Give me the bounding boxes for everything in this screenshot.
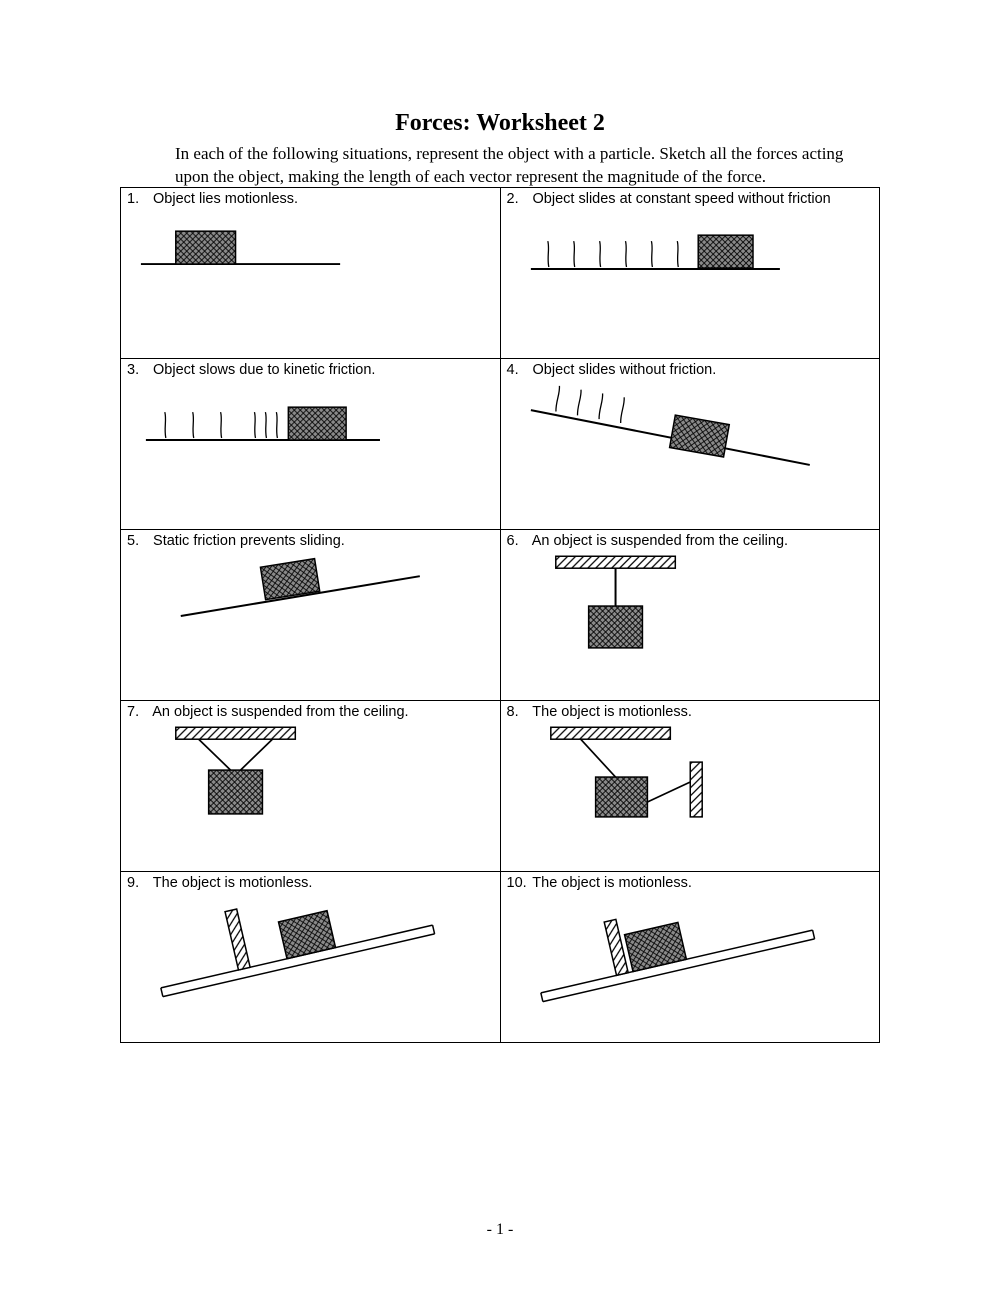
- question-cell: 7. An object is suspended from the ceili…: [121, 700, 501, 871]
- page-number: - 1 -: [0, 1221, 1000, 1239]
- question-header: 6. An object is suspended from the ceili…: [501, 530, 880, 551]
- diagram-d4: [501, 380, 880, 520]
- instructions-text: In each of the following situations, rep…: [175, 143, 880, 189]
- question-cell: 1. Object lies motionless.: [121, 187, 501, 358]
- diagram-d10: [501, 893, 880, 1033]
- question-text: Object slows due to kinetic friction.: [153, 362, 375, 378]
- question-header: 10. The object is motionless.: [501, 872, 880, 893]
- diagram-d2: [501, 209, 880, 349]
- question-text: Static friction prevents sliding.: [153, 533, 345, 549]
- question-header: 4. Object slides without friction.: [501, 359, 880, 380]
- worksheet-page: Forces: Worksheet 2 In each of the follo…: [0, 0, 1000, 1294]
- question-cell: 4. Object slides without friction.: [500, 358, 880, 529]
- question-number: 8.: [507, 704, 529, 720]
- question-cell: 3. Object slows due to kinetic friction.: [121, 358, 501, 529]
- question-number: 2.: [507, 191, 529, 207]
- question-number: 10.: [507, 875, 529, 891]
- question-cell: 6. An object is suspended from the ceili…: [500, 529, 880, 700]
- diagram-d3: [121, 380, 500, 520]
- diagram-d7: [121, 722, 500, 862]
- questions-table: 1. Object lies motionless. 2. Object sli…: [120, 187, 880, 1043]
- question-text: Object slides at constant speed without …: [533, 191, 831, 207]
- question-header: 3. Object slows due to kinetic friction.: [121, 359, 500, 380]
- question-cell: 2. Object slides at constant speed witho…: [500, 187, 880, 358]
- question-header: 2. Object slides at constant speed witho…: [501, 188, 880, 209]
- question-header: 8. The object is motionless.: [501, 701, 880, 722]
- question-header: 9. The object is motionless.: [121, 872, 500, 893]
- question-text: An object is suspended from the ceiling.: [152, 704, 408, 720]
- question-number: 9.: [127, 875, 149, 891]
- question-header: 7. An object is suspended from the ceili…: [121, 701, 500, 722]
- question-cell: 8. The object is motionless.: [500, 700, 880, 871]
- question-text: The object is motionless.: [532, 704, 692, 720]
- question-text: An object is suspended from the ceiling.: [532, 533, 788, 549]
- question-text: Object lies motionless.: [153, 191, 298, 207]
- diagram-d5: [121, 551, 500, 691]
- diagram-d6: [501, 551, 880, 691]
- question-number: 7.: [127, 704, 149, 720]
- question-text: Object slides without friction.: [533, 362, 717, 378]
- diagram-d1: [121, 209, 500, 349]
- question-cell: 10. The object is motionless.: [500, 871, 880, 1042]
- question-number: 4.: [507, 362, 529, 378]
- question-number: 5.: [127, 533, 149, 549]
- diagram-d8: [501, 722, 880, 862]
- question-text: The object is motionless.: [532, 875, 692, 891]
- question-cell: 5. Static friction prevents sliding.: [121, 529, 501, 700]
- question-text: The object is motionless.: [153, 875, 313, 891]
- page-title: Forces: Worksheet 2: [120, 110, 880, 137]
- question-number: 1.: [127, 191, 149, 207]
- diagram-d9: [121, 893, 500, 1033]
- question-number: 6.: [507, 533, 529, 549]
- question-cell: 9. The object is motionless.: [121, 871, 501, 1042]
- question-header: 5. Static friction prevents sliding.: [121, 530, 500, 551]
- question-header: 1. Object lies motionless.: [121, 188, 500, 209]
- question-number: 3.: [127, 362, 149, 378]
